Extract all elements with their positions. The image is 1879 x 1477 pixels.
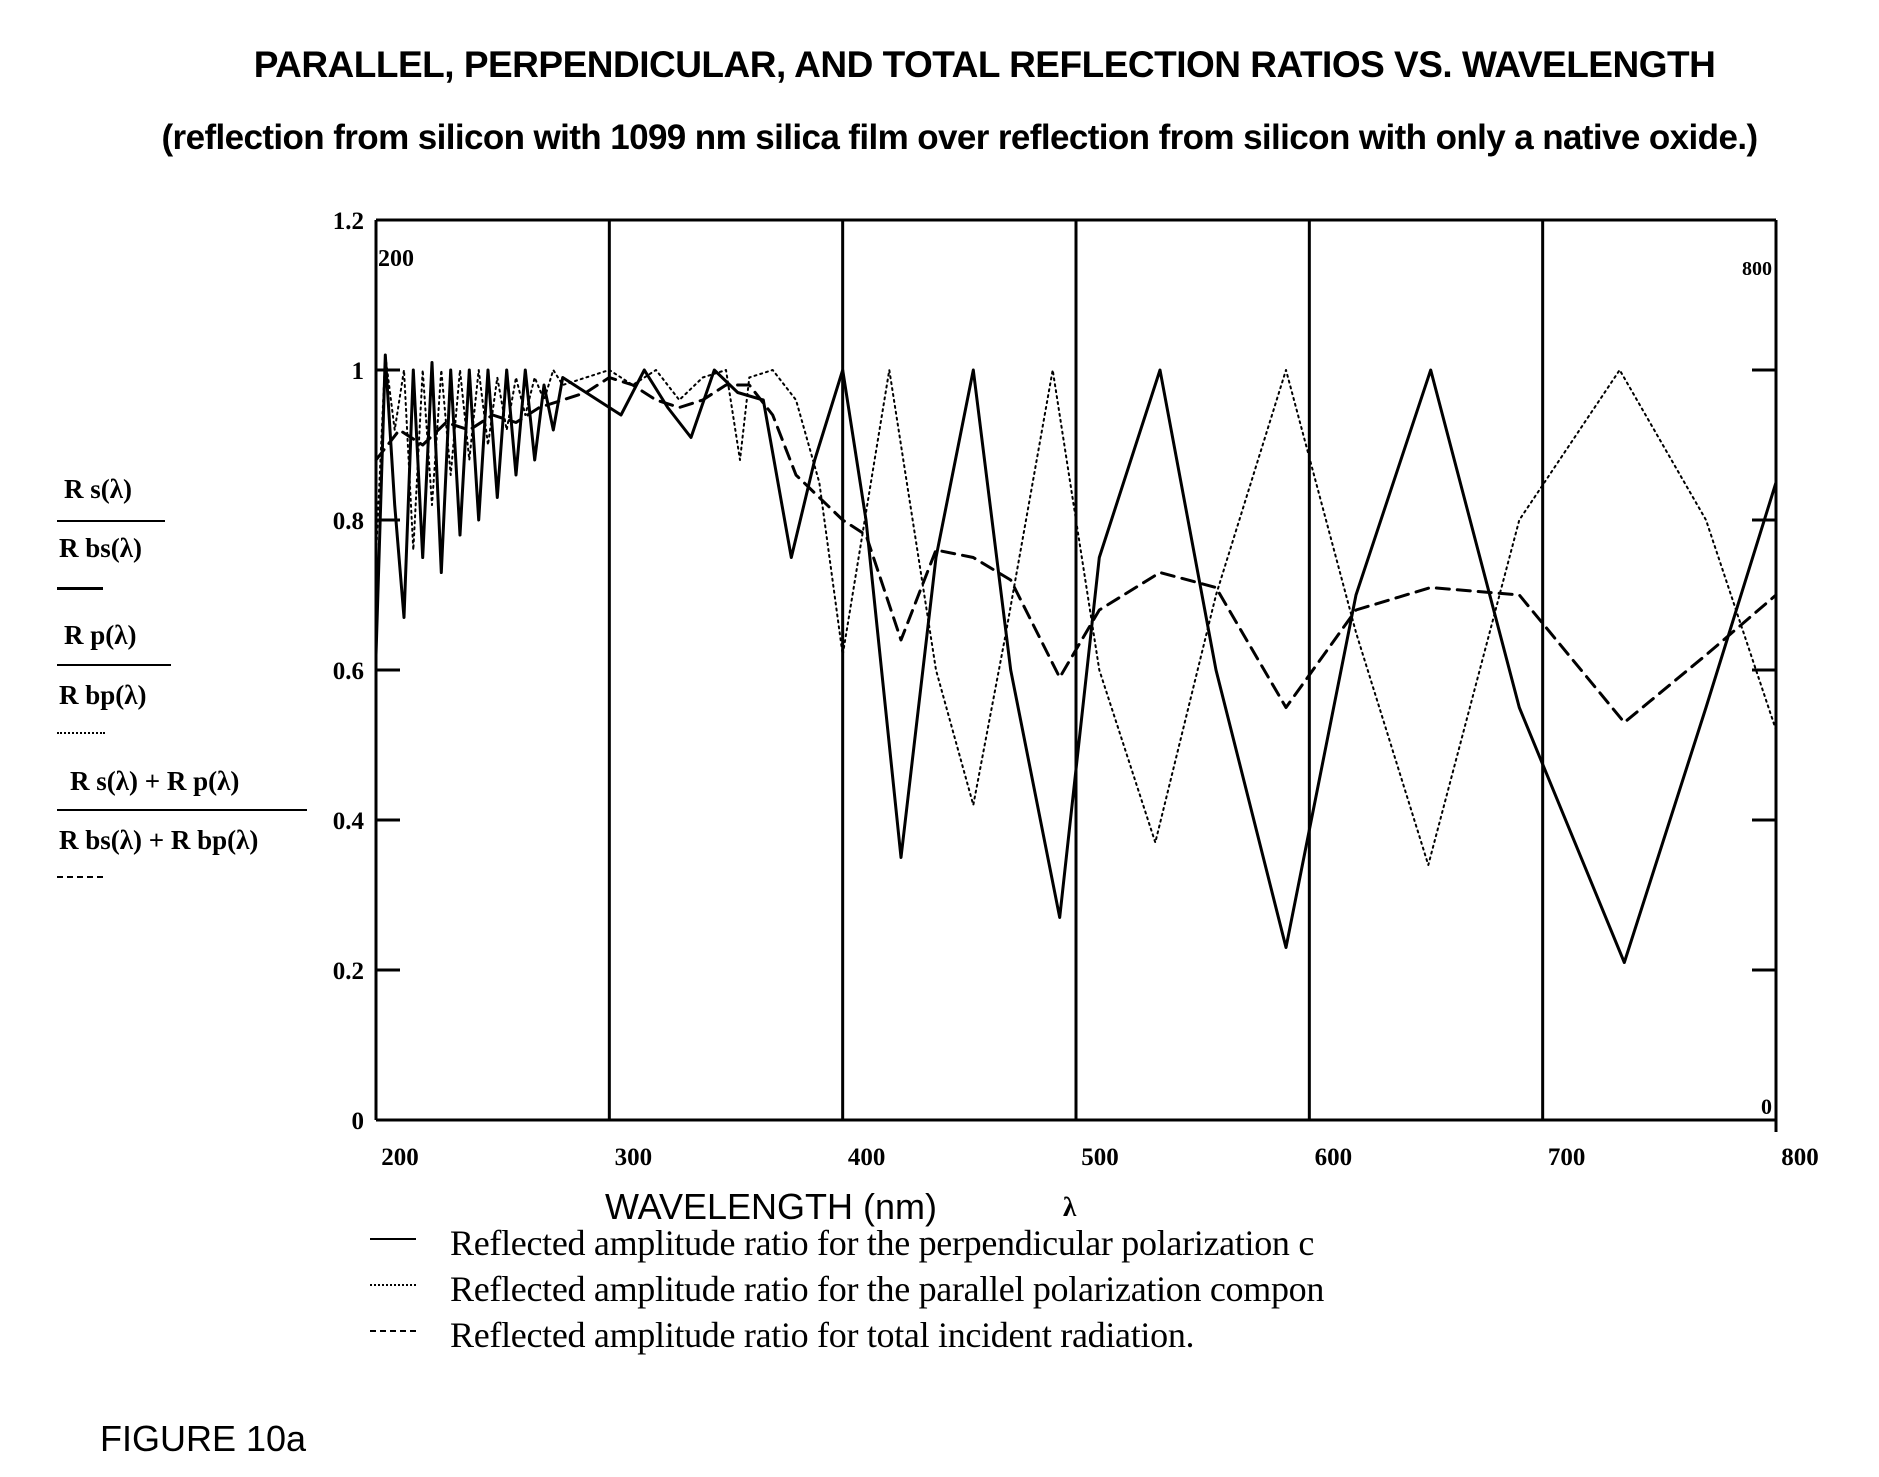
x-tick-label: 400 <box>848 1144 886 1171</box>
x-tick-label: 300 <box>615 1144 653 1171</box>
y-label-total-fraction-bar <box>57 809 307 811</box>
legend-sample-dotted <box>370 1284 416 1286</box>
axes <box>374 218 1778 1132</box>
x-tick-label: 700 <box>1548 1144 1586 1171</box>
y-label-p-denominator: R bp(λ) <box>59 680 147 710</box>
y-tick-label: 0.8 <box>333 508 364 535</box>
x-axis-symbol: λ <box>1063 1192 1077 1222</box>
y-tick-label: 1.2 <box>333 208 364 235</box>
y-tick-label: 1 <box>352 358 365 385</box>
chart-title: PARALLEL, PERPENDICULAR, AND TOTAL REFLE… <box>253 44 1716 85</box>
y-tick-label: 0.4 <box>333 808 365 835</box>
tick-labels: 0 0.2 0.4 0.6 0.8 1 1.2 200 300 400 500 600 700 800 20… <box>333 208 1819 1171</box>
y-label-total-line-sample <box>57 876 103 878</box>
legend-label-parallel: Reflected amplitude ratio for the parall… <box>450 1269 1325 1309</box>
series-line-dotted <box>375 354 1777 866</box>
series-lines <box>374 353 1778 964</box>
corner-label-top-right: 800 <box>1742 258 1772 280</box>
x-tick-label: 200 <box>381 1144 419 1171</box>
y-label-total-numerator: R s(λ) + R p(λ) <box>70 766 240 796</box>
legend-sample-dashed <box>370 1330 416 1332</box>
y-label-s-denominator: R bs(λ) <box>59 533 143 563</box>
series-line-dashed <box>374 376 1778 724</box>
legend-label-total: Reflected amplitude ratio for total inci… <box>450 1315 1195 1355</box>
y-tick-label: 0.6 <box>333 658 364 685</box>
y-label-p-fraction-bar <box>57 664 171 666</box>
y-tick-label: 0 <box>352 1108 365 1135</box>
y-label-p-numerator: R p(λ) <box>64 620 137 650</box>
y-label-s-line-sample <box>57 587 103 590</box>
corner-label-top-left: 200 <box>378 246 414 272</box>
y-label-s-fraction-bar <box>57 520 165 522</box>
y-tick-label: 0.2 <box>333 958 364 985</box>
x-axis-title: WAVELENGTH (nm) <box>605 1186 938 1227</box>
chart-subtitle: (reflection from silicon with 1099 nm si… <box>161 118 1759 157</box>
y-label-total-denominator: R bs(λ) + R bp(λ) <box>59 825 259 855</box>
figure-label: FIGURE 10a <box>100 1418 307 1459</box>
y-label-s-numerator: R s(λ) <box>64 474 133 504</box>
legend-label-perpendicular: Reflected amplitude ratio for the perpen… <box>450 1223 1315 1263</box>
grid-lines <box>607 220 1545 1120</box>
x-tick-label: 800 <box>1781 1144 1819 1171</box>
series-line-solid <box>374 353 1778 964</box>
x-tick-label: 600 <box>1315 1144 1353 1171</box>
legend-sample-solid <box>370 1238 416 1240</box>
x-tick-label: 500 <box>1081 1144 1119 1171</box>
corner-label-bottom-right: 0 <box>1761 1094 1772 1119</box>
y-label-p-line-sample <box>57 732 105 734</box>
